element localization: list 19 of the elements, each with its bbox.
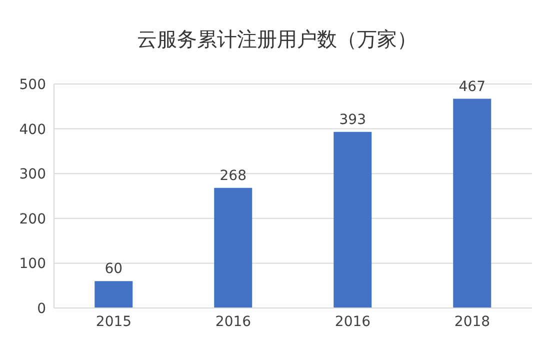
- x-tick-label: 2018: [454, 314, 490, 330]
- y-tick-label: 100: [19, 256, 46, 272]
- bar: [334, 132, 372, 308]
- data-label: 60: [104, 261, 123, 278]
- bar: [214, 188, 252, 308]
- y-tick-label: 300: [19, 166, 46, 183]
- y-tick-label: 500: [19, 76, 46, 93]
- x-tick-label: 2015: [96, 314, 132, 330]
- data-label: 268: [220, 168, 246, 184]
- y-tick-label: 200: [19, 211, 46, 228]
- bar: [94, 281, 133, 308]
- x-tick-label: 2016: [334, 314, 371, 330]
- data-label: 467: [458, 78, 486, 95]
- bar: [453, 98, 492, 308]
- y-tick-label: 0: [37, 300, 46, 317]
- y-tick-label: 400: [19, 122, 46, 138]
- x-tick-label: 2016: [215, 314, 252, 330]
- data-label: 393: [339, 112, 366, 128]
- chart-title: 云服务累计注册用户数（万家）: [136, 26, 418, 53]
